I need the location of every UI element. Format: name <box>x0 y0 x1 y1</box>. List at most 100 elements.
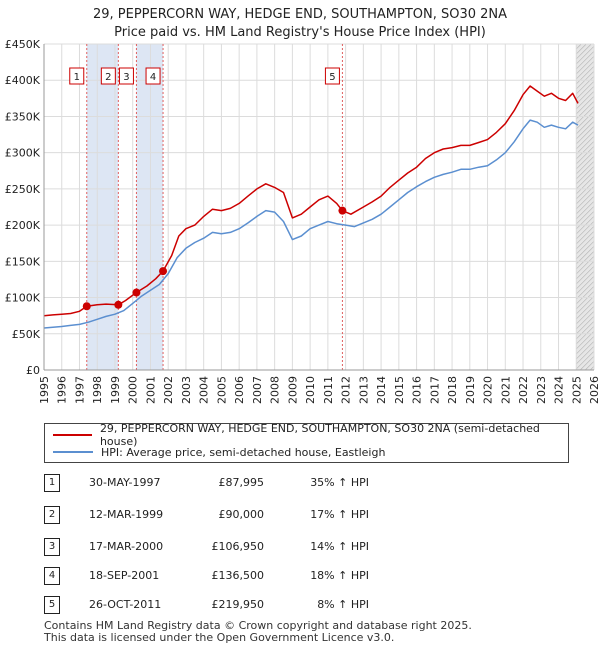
sale-number-label: 3 <box>123 72 129 83</box>
footer: Contains HM Land Registry data © Crown c… <box>44 620 472 644</box>
x-tick-label: 2003 <box>180 376 193 404</box>
sale-number-label: 4 <box>150 72 156 83</box>
x-tick-label: 2022 <box>517 376 530 404</box>
x-tick-label: 1996 <box>56 376 69 404</box>
x-tick-label: 2009 <box>286 376 299 404</box>
x-tick-label: 2001 <box>144 376 157 404</box>
transaction-number: 2 <box>44 506 60 524</box>
x-tick-label: 2005 <box>215 376 228 404</box>
x-tick-label: 2000 <box>127 376 140 404</box>
x-tick-label: 2016 <box>411 376 424 404</box>
sale-number-label: 5 <box>329 72 335 83</box>
y-tick-label: £200K <box>5 219 41 232</box>
transaction-hpi: 14% ↑ HPI <box>310 540 369 553</box>
transaction-date: 18-SEP-2001 <box>89 569 160 582</box>
x-tick-label: 2019 <box>464 376 477 404</box>
transaction-price: £106,950 <box>211 540 265 553</box>
hpi-line <box>43 119 579 329</box>
legend-swatch-hpi <box>53 451 93 453</box>
plot-background <box>44 44 594 370</box>
y-tick-label: £300K <box>5 147 41 160</box>
transaction-price: £219,950 <box>211 598 265 611</box>
forecast-hatch <box>576 95 594 115</box>
forecast-hatch <box>576 310 594 330</box>
x-tick-label: 1995 <box>38 376 51 404</box>
transaction-number: 5 <box>44 596 60 614</box>
title-line-2: Price paid vs. HM Land Registry's House … <box>114 25 486 40</box>
transaction-price: £136,500 <box>211 569 265 582</box>
transaction-price: £90,000 <box>218 508 265 521</box>
x-tick-label: 2002 <box>162 376 175 404</box>
transaction-row: 5 26-OCT-2011 £219,950 8% ↑ HPI <box>44 596 564 616</box>
x-tick-label: 1998 <box>91 376 104 404</box>
x-tick-label: 2018 <box>446 376 459 404</box>
title-line-1: 29, PEPPERCORN WAY, HEDGE END, SOUTHAMPT… <box>92 7 508 22</box>
price-chart: 1 2 3 4 5 £0 £50K £100K £150K £200K £250K £300K £35… <box>5 38 600 404</box>
property-price-line <box>43 85 579 317</box>
x-tick-label: 2007 <box>251 376 264 404</box>
forecast-hatch <box>576 205 594 225</box>
chart-title: 29, PEPPERCORN WAY, HEDGE END, SOUTHAMPT… <box>0 6 600 42</box>
legend-label-hpi: HPI: Average price, semi-detached house,… <box>101 445 386 459</box>
x-tick-label: 2021 <box>499 376 512 404</box>
sale-point <box>114 300 123 309</box>
x-tick-label: 2026 <box>588 376 600 404</box>
x-tick-label: 2014 <box>375 376 388 404</box>
x-tick-labels: 1995 1996 1997 1998 1999 2000 2001 2002 2003 2004… <box>38 376 600 404</box>
forecast-hatch <box>576 190 594 210</box>
x-tick-label: 2012 <box>340 376 353 404</box>
x-tick-label: 2025 <box>570 376 583 404</box>
forecast-hatch <box>576 200 594 220</box>
transaction-number: 1 <box>44 474 60 492</box>
forecast-hatch <box>576 85 594 105</box>
transaction-date: 30-MAY-1997 <box>89 476 161 489</box>
transaction-date: 26-OCT-2011 <box>89 598 162 611</box>
x-tick-label: 2008 <box>269 376 282 404</box>
sale-points <box>82 206 347 311</box>
x-tick-label: 2011 <box>322 376 335 404</box>
forecast-hatch <box>576 80 594 100</box>
transaction-row: 1 30-MAY-1997 £87,995 35% ↑ HPI <box>44 474 564 494</box>
forecast-hatch <box>576 305 594 325</box>
transaction-price: £87,995 <box>218 476 265 489</box>
y-tick-label: £350K <box>5 110 41 123</box>
y-tick-label: £400K <box>5 74 41 87</box>
transaction-row: 4 18-SEP-2001 £136,500 18% ↑ HPI <box>44 567 564 587</box>
forecast-hatch <box>576 300 594 320</box>
shaded-regions <box>44 44 594 370</box>
transaction-hpi: 17% ↑ HPI <box>310 508 369 521</box>
sale-period-shade <box>86 44 119 370</box>
footer-line-1: Contains HM Land Registry data © Crown c… <box>44 619 472 632</box>
transaction-row: 2 12-MAR-1999 £90,000 17% ↑ HPI <box>44 506 564 526</box>
x-tick-label: 2010 <box>304 376 317 404</box>
sale-number-label: 1 <box>74 72 80 83</box>
sale-number-label: 2 <box>105 72 111 83</box>
transaction-hpi: 8% ↑ HPI <box>317 598 369 611</box>
x-tick-label: 2015 <box>393 376 406 404</box>
sale-number-box <box>145 67 161 85</box>
legend: 29, PEPPERCORN WAY, HEDGE END, SOUTHAMPT… <box>44 422 569 463</box>
transaction-date: 12-MAR-1999 <box>89 508 164 521</box>
x-tick-label: 2004 <box>198 376 211 404</box>
y-tick-label: £100K <box>5 292 41 305</box>
sale-point <box>159 267 168 276</box>
legend-swatch-property <box>53 434 92 436</box>
x-tick-label: 1997 <box>73 376 86 404</box>
y-tick-label: £150K <box>5 255 41 268</box>
legend-label-property: 29, PEPPERCORN WAY, HEDGE END, SOUTHAMPT… <box>99 422 540 448</box>
transaction-date: 17-MAR-2000 <box>89 540 164 553</box>
transaction-hpi: 18% ↑ HPI <box>310 569 369 582</box>
sale-point <box>82 302 91 311</box>
forecast-hatch <box>576 195 594 215</box>
sale-number-box <box>100 67 116 85</box>
sale-point <box>338 206 347 215</box>
sale-number-box <box>118 67 134 85</box>
y-tick-label: £0 <box>26 364 40 377</box>
sale-number-boxes: 1 2 3 4 5 <box>69 67 340 85</box>
y-tick-label: £250K <box>5 183 41 196</box>
sale-point <box>132 288 141 297</box>
x-tick-label: 2006 <box>233 376 246 404</box>
transaction-number: 4 <box>44 567 60 585</box>
transaction-hpi: 35% ↑ HPI <box>310 476 369 489</box>
axes <box>43 44 594 371</box>
